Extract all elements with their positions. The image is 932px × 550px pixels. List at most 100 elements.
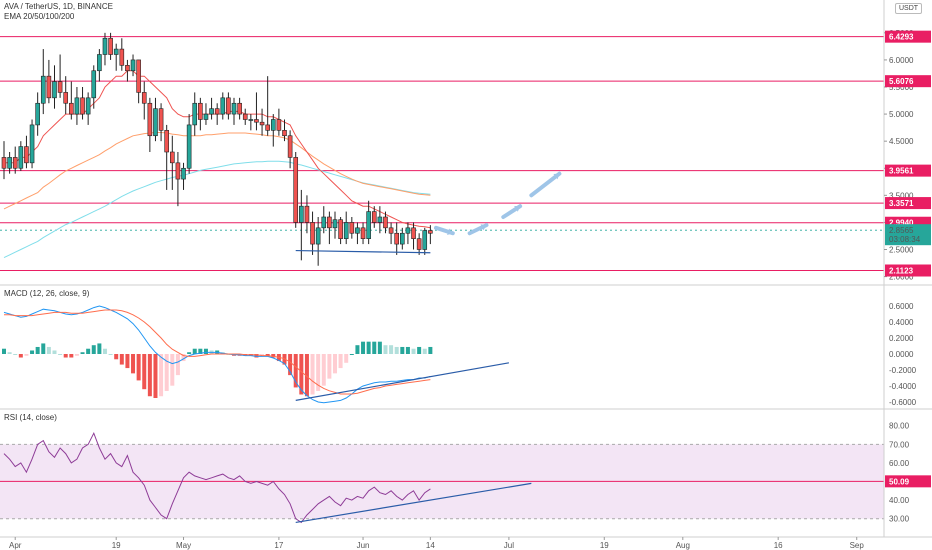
- macd-histogram-bar: [30, 350, 35, 354]
- y-tick-label: 4.5000: [889, 137, 914, 146]
- macd-histogram-bar: [164, 354, 169, 391]
- candle-body: [12, 157, 18, 169]
- macd-histogram-bar: [102, 348, 107, 354]
- macd-histogram-bar: [136, 354, 141, 381]
- macd-histogram-bar: [203, 348, 208, 354]
- ema-slow-line: [3, 160, 431, 259]
- candle-body: [394, 232, 400, 245]
- rsi-tick-label: 70.00: [889, 440, 910, 449]
- support-trendline: [295, 249, 431, 254]
- candle-body: [198, 102, 203, 120]
- rsi-level-label: 50.09: [889, 477, 910, 486]
- ema-mid-line: [3, 132, 431, 210]
- macd-histogram-bar: [293, 354, 298, 388]
- candle-body: [349, 222, 355, 234]
- rsi-tick-label: 30.00: [889, 515, 910, 524]
- macd-histogram-bar: [389, 345, 394, 354]
- price-level-badge: [885, 30, 931, 43]
- y-tick-label: 5.5000: [889, 83, 914, 92]
- candle-body: [237, 102, 242, 115]
- macd-histogram-bar: [97, 343, 102, 354]
- candle-body: [130, 59, 136, 72]
- macd-histogram-bar: [332, 354, 337, 374]
- macd-title: MACD (12, 26, close, 9): [4, 289, 90, 298]
- macd-tick-label: -0.4000: [889, 382, 917, 391]
- rsi-tick-label: 40.00: [889, 496, 910, 505]
- macd-histogram-bar: [377, 341, 382, 354]
- candle-body: [209, 108, 214, 115]
- macd-histogram-bar: [310, 354, 315, 395]
- ema-legend: EMA 20/50/100/200: [4, 12, 75, 21]
- macd-histogram-bar: [2, 348, 6, 354]
- y-tick-label: 5.0000: [889, 110, 914, 119]
- countdown-label: 03:08:34: [889, 235, 921, 244]
- candle-body: [119, 48, 125, 66]
- price-level-label: 3.3571: [889, 199, 914, 208]
- candle-body: [57, 81, 63, 93]
- macd-tick-label: -0.6000: [889, 398, 917, 407]
- candle-body: [40, 75, 46, 104]
- candle-body: [411, 227, 416, 239]
- candle-body: [136, 59, 141, 93]
- macd-histogram-bar: [383, 345, 388, 354]
- candle-body: [416, 238, 422, 250]
- macd-histogram-bar: [153, 354, 158, 398]
- rsi-line: [3, 431, 431, 524]
- macd-histogram-bar: [344, 354, 349, 363]
- macd-trendline: [295, 362, 510, 401]
- x-tick-label: 17: [274, 541, 283, 550]
- candle-body: [220, 97, 226, 115]
- x-tick-label: Sep: [850, 541, 865, 550]
- y-tick-label: 6.0000: [889, 56, 914, 65]
- current-price-badge: [885, 224, 931, 246]
- price-level-label: 3.9561: [889, 167, 914, 176]
- macd-histogram-bar: [58, 354, 63, 355]
- candle-body: [181, 167, 186, 180]
- macd-tick-label: 0.0000: [889, 350, 914, 359]
- macd-histogram-bar: [147, 354, 152, 397]
- macd-histogram-bar: [119, 354, 124, 365]
- candle-body: [282, 130, 287, 137]
- x-tick-label: May: [176, 541, 191, 550]
- candle-body: [147, 102, 153, 137]
- macd-histogram-bar: [349, 354, 354, 355]
- macd-histogram-bar: [316, 354, 321, 391]
- candle-body: [248, 119, 254, 121]
- candle-body: [254, 119, 259, 123]
- candle-body: [422, 230, 428, 250]
- macd-histogram-bar: [299, 354, 304, 395]
- candle-body: [141, 92, 147, 104]
- macd-histogram-bar: [271, 354, 276, 358]
- candle-body: [170, 151, 175, 164]
- candle-body: [383, 216, 388, 229]
- candle-body: [388, 227, 394, 234]
- macd-histogram-bar: [108, 354, 113, 355]
- macd-histogram-bar: [428, 346, 433, 354]
- macd-histogram-bar: [52, 350, 57, 354]
- candle-body: [338, 219, 343, 239]
- macd-histogram-bar: [181, 354, 186, 362]
- currency-badge[interactable]: USDT: [895, 3, 923, 14]
- macd-histogram-bar: [86, 348, 91, 354]
- rsi-level-badge: [885, 475, 931, 488]
- macd-histogram-bar: [170, 354, 175, 386]
- candle-body: [108, 37, 113, 55]
- macd-histogram-bar: [74, 354, 79, 356]
- macd-histogram-bar: [411, 348, 416, 354]
- rsi-tick-label: 80.00: [889, 422, 910, 431]
- macd-histogram-bar: [35, 346, 40, 354]
- price-level-label: 6.4293: [889, 33, 914, 42]
- macd-histogram-bar: [13, 354, 18, 355]
- rsi-tick-label: 60.00: [889, 459, 910, 468]
- candle-body: [214, 108, 220, 115]
- arrow-head-icon: [447, 228, 453, 235]
- x-tick-label: Jul: [504, 541, 514, 550]
- macd-histogram-bar: [321, 354, 326, 386]
- candle-body: [35, 102, 40, 126]
- candle-body: [270, 119, 276, 131]
- candle-body: [1, 157, 7, 169]
- macd-histogram-bar: [400, 346, 405, 354]
- candle-body: [321, 216, 327, 229]
- candle-body: [102, 37, 108, 55]
